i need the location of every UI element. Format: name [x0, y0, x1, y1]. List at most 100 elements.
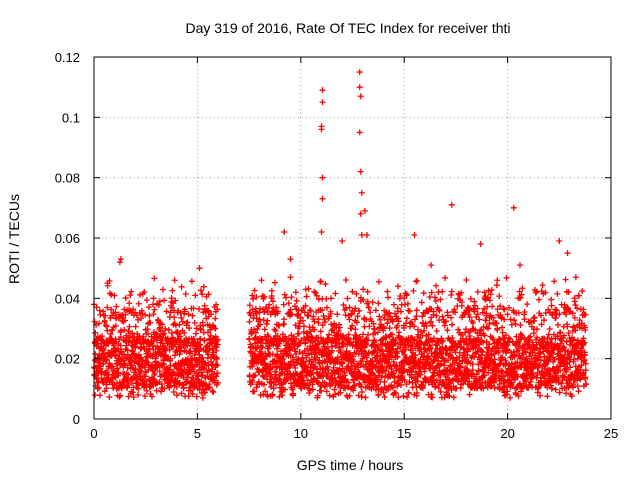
data-point: [316, 360, 323, 367]
data-point: [399, 373, 406, 380]
data-point: [523, 376, 530, 383]
data-point: [380, 325, 387, 332]
data-point: [571, 314, 578, 321]
data-point: [94, 385, 101, 392]
data-point: [113, 303, 120, 310]
data-point: [181, 329, 188, 336]
data-point: [356, 333, 363, 340]
data-point: [323, 388, 330, 395]
data-point: [397, 382, 404, 389]
data-point: [542, 289, 549, 296]
data-point: [358, 383, 365, 390]
data-point: [458, 289, 465, 296]
data-point: [116, 393, 123, 400]
data-point: [344, 295, 351, 302]
data-point: [336, 344, 343, 351]
data-point: [313, 344, 320, 351]
data-point: [321, 369, 328, 376]
data-point: [295, 330, 302, 337]
data-point: [293, 350, 300, 357]
data-point: [259, 344, 266, 351]
data-point: [496, 293, 503, 300]
data-point: [96, 320, 103, 327]
data-point: [515, 309, 522, 316]
x-tick-labels: 0 5 10 15 20 25: [90, 426, 618, 441]
data-point: [146, 345, 153, 352]
data-point: [561, 373, 568, 380]
y-tick-label: 0.04: [55, 291, 80, 306]
data-point: [287, 306, 294, 313]
data-point: [147, 319, 154, 326]
data-point: [161, 385, 168, 392]
data-point: [488, 383, 495, 390]
data-point: [455, 326, 462, 333]
data-point: [578, 362, 585, 369]
data-point: [92, 329, 99, 336]
data-point: [130, 394, 137, 401]
data-point: [474, 288, 481, 295]
y-tick-labels: 0 0.02 0.04 0.06 0.08 0.1 0.12: [55, 50, 80, 427]
y-tick-label: 0.02: [55, 352, 80, 367]
data-point: [308, 371, 315, 378]
data-point: [309, 386, 316, 393]
data-point: [101, 317, 108, 324]
data-point: [429, 376, 436, 383]
data-point: [319, 99, 326, 106]
data-point: [570, 323, 577, 330]
data-point: [497, 303, 504, 310]
data-point: [249, 379, 256, 386]
data-point: [170, 388, 177, 395]
data-point: [388, 331, 395, 338]
data-point: [112, 322, 119, 329]
data-point: [178, 314, 185, 321]
data-point: [418, 299, 425, 306]
data-point: [429, 394, 436, 401]
data-point: [102, 357, 109, 364]
data-point: [168, 295, 175, 302]
data-point: [289, 311, 296, 318]
data-point: [292, 303, 299, 310]
data-point: [360, 296, 367, 303]
data-point: [542, 310, 549, 317]
data-point: [178, 390, 185, 397]
data-point: [323, 381, 330, 388]
data-point: [540, 317, 547, 324]
data-point: [139, 356, 146, 363]
y-tick-label: 0: [73, 412, 80, 427]
data-point: [165, 326, 172, 333]
data-point: [411, 231, 418, 238]
data-point: [491, 385, 498, 392]
data-point: [287, 256, 294, 263]
data-point: [104, 304, 111, 311]
data-point: [466, 378, 473, 385]
data-point: [433, 354, 440, 361]
data-point: [376, 313, 383, 320]
data-point: [383, 334, 390, 341]
data-point: [131, 359, 138, 366]
x-tick-label: 25: [604, 426, 618, 441]
data-point: [498, 376, 505, 383]
data-point: [99, 368, 106, 375]
data-point: [437, 296, 444, 303]
data-point: [337, 347, 344, 354]
data-point: [272, 381, 279, 388]
data-point: [375, 391, 382, 398]
data-point: [253, 293, 260, 300]
data-point: [339, 359, 346, 366]
data-point: [478, 360, 485, 367]
data-point: [268, 287, 275, 294]
data-point: [307, 387, 314, 394]
data-point: [582, 367, 589, 374]
data-point: [503, 274, 510, 281]
data-point: [417, 328, 424, 335]
data-point: [363, 341, 370, 348]
data-point: [450, 394, 457, 401]
data-point: [580, 306, 587, 313]
data-point: [125, 381, 132, 388]
data-point: [329, 326, 336, 333]
data-point: [433, 327, 440, 334]
data-point: [548, 296, 555, 303]
data-point: [414, 277, 421, 284]
data-point: [412, 352, 419, 359]
